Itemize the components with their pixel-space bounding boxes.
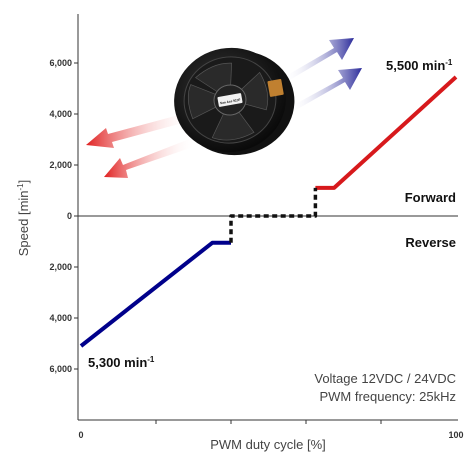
fan-label: San Ace 92JF — [220, 98, 241, 106]
series-reverse — [79, 240, 231, 348]
red-arrow-lower-icon — [104, 138, 196, 178]
y-axis-title-sup: -1 — [16, 183, 25, 191]
forward-max-sup: -1 — [445, 58, 453, 67]
x-ticks: 0 100 — [78, 420, 464, 440]
x-tick-label: 0 — [78, 430, 83, 440]
y-tick-label: 2,000 — [49, 160, 72, 170]
series-forward — [315, 75, 458, 190]
y-axis-title-close: ] — [16, 180, 31, 184]
airflow-arrows-icon — [86, 38, 362, 178]
y-tick-label: 6,000 — [49, 364, 72, 374]
blue-arrow-lower-icon — [290, 68, 362, 111]
x-axis-title: PWM duty cycle [%] — [210, 437, 326, 452]
note-voltage: Voltage 12VDC / 24VDC — [314, 371, 456, 386]
y-tick-label: 4,000 — [49, 109, 72, 119]
reverse-max-sup: -1 — [147, 355, 155, 364]
series-layer — [79, 75, 458, 348]
y-tick-label: 4,000 — [49, 313, 72, 323]
red-arrow-upper-icon — [86, 112, 194, 148]
y-tick-label: 6,000 — [49, 58, 72, 68]
series-dead-zone — [229, 187, 318, 243]
reverse-label: Reverse — [405, 235, 456, 250]
fan-icon: San Ace 92JF — [174, 47, 295, 156]
blue-arrow-upper-icon — [284, 38, 354, 81]
forward-label: Forward — [405, 190, 456, 205]
reverse-max-label: 5,300 min-1 — [88, 355, 155, 370]
y-tick-label: 0 — [67, 211, 72, 221]
y-tick-label: 2,000 — [49, 262, 72, 272]
forward-max-label: 5,500 min-1 — [386, 58, 453, 73]
y-ticks: 6,000 4,000 2,000 0 2,000 4,000 6,000 — [49, 58, 78, 374]
x-tick-label: 100 — [448, 430, 463, 440]
y-axis-title: Speed [min-1] — [16, 180, 31, 257]
note-pwm: PWM frequency: 25kHz — [319, 389, 456, 404]
